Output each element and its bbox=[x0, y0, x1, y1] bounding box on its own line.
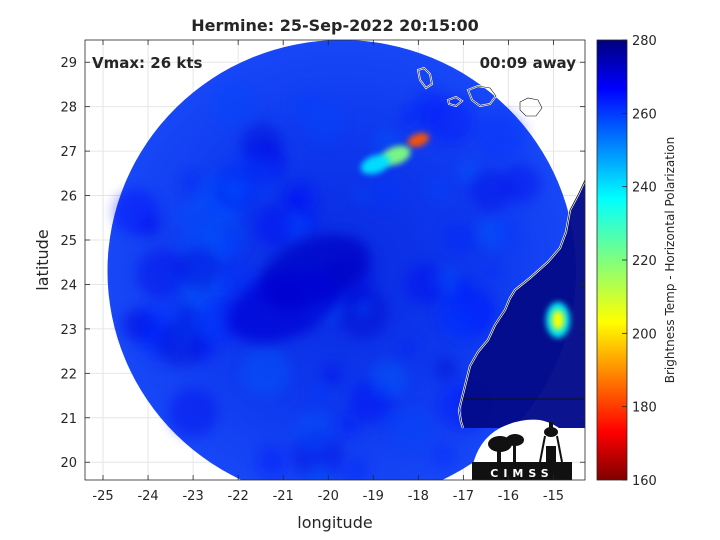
swath-texture bbox=[442, 220, 477, 255]
swath-texture bbox=[437, 285, 489, 337]
y-tick-label: 20 bbox=[60, 456, 77, 471]
y-tick-label: 23 bbox=[60, 323, 77, 338]
x-tick-label: -22 bbox=[228, 489, 249, 504]
y-axis-label: latitude bbox=[33, 229, 52, 290]
y-tick-label: 21 bbox=[60, 412, 77, 427]
swath-texture bbox=[425, 178, 451, 203]
chart-title: Hermine: 25-Sep-2022 20:15:00 bbox=[191, 16, 479, 35]
x-axis-label: longitude bbox=[297, 513, 372, 532]
colorbar-tick-label: 180 bbox=[632, 401, 657, 416]
x-tick-label: -25 bbox=[92, 489, 113, 504]
land-mass bbox=[462, 180, 585, 428]
y-tick-label: 28 bbox=[60, 101, 77, 116]
colorbar-label: Brightness Temp - Horizontal Polarizatio… bbox=[663, 137, 677, 384]
swath-texture bbox=[404, 263, 447, 305]
swath-texture bbox=[227, 151, 278, 202]
swath-texture bbox=[241, 347, 291, 397]
swath-texture bbox=[491, 217, 520, 246]
x-tick-label: -23 bbox=[182, 489, 203, 504]
x-tick-label: -17 bbox=[453, 489, 474, 504]
swath-texture bbox=[501, 164, 541, 204]
cimss-logo: CIMSS bbox=[472, 419, 572, 480]
x-axis: -25 -24 -23 -22 -21 -20 -19 -18 -17 -16 -15 bbox=[92, 40, 564, 504]
swath-texture bbox=[343, 458, 369, 480]
colorbar: 160 180 200 220 240 260 280 Brightness Temp - … bbox=[596, 34, 677, 489]
swath-texture bbox=[168, 388, 218, 438]
y-axis: 20 21 22 23 24 25 26 27 28 29 bbox=[60, 56, 585, 471]
colorbar-tick-label: 240 bbox=[632, 181, 657, 196]
swath-texture bbox=[256, 446, 287, 477]
swath-texture bbox=[370, 176, 402, 208]
swath-feature bbox=[407, 132, 430, 148]
swath-texture bbox=[182, 172, 202, 192]
swath-texture bbox=[293, 410, 336, 453]
swath-feature bbox=[227, 270, 339, 343]
time-away-label: 00:09 away bbox=[480, 54, 577, 72]
axes-frame bbox=[84, 39, 586, 481]
swath-texture bbox=[434, 266, 462, 294]
swath-texture bbox=[305, 103, 345, 143]
y-tick-label: 25 bbox=[60, 234, 77, 249]
logo-text: CIMSS bbox=[490, 467, 553, 480]
x-tick-label: -24 bbox=[137, 489, 158, 504]
swath-texture bbox=[217, 264, 252, 299]
colorbar-tick-label: 260 bbox=[632, 107, 657, 122]
swath-texture bbox=[177, 248, 220, 291]
x-tick-label: -18 bbox=[408, 489, 429, 504]
swath-texture bbox=[177, 304, 198, 324]
swath-texture bbox=[475, 111, 526, 162]
swath-texture bbox=[141, 322, 161, 342]
land-feature bbox=[545, 302, 570, 338]
colorbar-tick-label: 160 bbox=[632, 474, 657, 489]
colorbar-tick-label: 280 bbox=[632, 34, 657, 49]
swath-texture bbox=[112, 189, 159, 235]
swath-texture bbox=[434, 357, 458, 381]
swath-texture bbox=[157, 319, 205, 367]
swath-texture bbox=[322, 363, 343, 385]
y-tick-label: 29 bbox=[60, 56, 77, 71]
colorbar-ticks: 160 180 200 220 240 260 280 bbox=[622, 34, 657, 489]
y-tick-label: 22 bbox=[60, 367, 77, 382]
colorbar-tick-label: 220 bbox=[632, 254, 657, 269]
x-tick-label: -21 bbox=[273, 489, 294, 504]
swath-texture bbox=[353, 187, 370, 204]
vmax-label: Vmax: 26 kts bbox=[92, 54, 202, 72]
swath-texture bbox=[369, 360, 407, 398]
swath-texture bbox=[305, 463, 335, 480]
swath-texture bbox=[309, 384, 332, 407]
swath-texture bbox=[337, 412, 361, 437]
swath-texture bbox=[469, 170, 512, 212]
x-tick-label: -20 bbox=[318, 489, 339, 504]
swath-texture bbox=[425, 96, 475, 146]
swath-texture bbox=[211, 80, 258, 127]
swath-feature bbox=[360, 154, 391, 175]
x-tick-label: -19 bbox=[363, 489, 384, 504]
colorbar-tick-label: 200 bbox=[632, 327, 657, 342]
y-tick-label: 27 bbox=[60, 145, 77, 160]
land-feature-core bbox=[551, 310, 564, 330]
swath-disc bbox=[107, 40, 576, 480]
swath-texture bbox=[284, 189, 307, 212]
y-tick-label: 24 bbox=[60, 278, 77, 293]
islands-outline bbox=[417, 67, 543, 117]
swath-texture bbox=[136, 249, 186, 299]
x-tick-label: -16 bbox=[498, 489, 519, 504]
y-tick-label: 26 bbox=[60, 190, 77, 205]
swath-texture bbox=[432, 444, 457, 469]
swath-texture bbox=[174, 200, 205, 231]
coastline-outline bbox=[458, 179, 585, 429]
swath-texture bbox=[399, 337, 419, 357]
swath-texture bbox=[399, 109, 418, 127]
swath-texture bbox=[484, 263, 501, 280]
swath-texture bbox=[218, 233, 244, 258]
x-tick-label: -15 bbox=[543, 489, 564, 504]
swath-texture bbox=[253, 204, 296, 247]
swath-texture bbox=[390, 407, 434, 451]
swath-texture bbox=[194, 295, 244, 344]
